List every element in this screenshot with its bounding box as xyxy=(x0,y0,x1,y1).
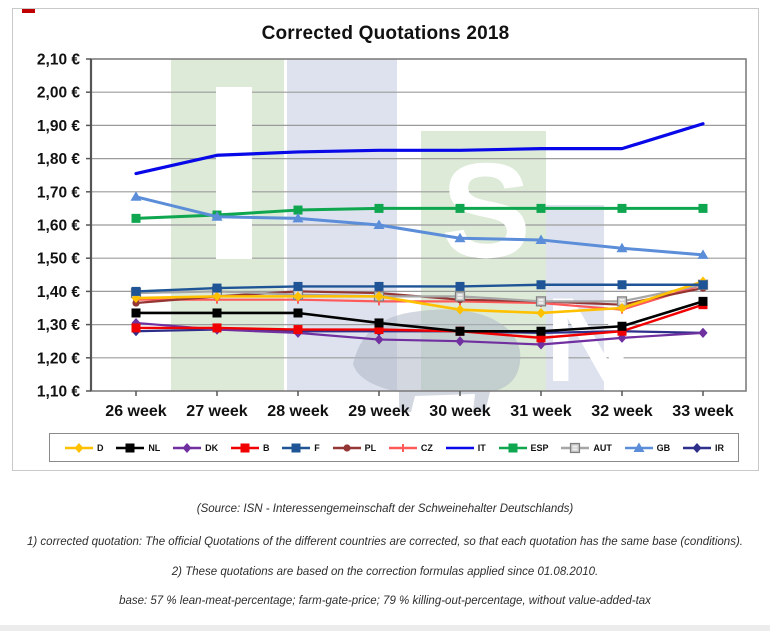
chart-panel: Corrected Quotations 2018 S N 2,10 €2,00 €… xyxy=(12,8,759,471)
legend-label-D: D xyxy=(97,442,104,453)
y-tick-label: 1,30 € xyxy=(37,317,80,334)
legend-item-IT: IT xyxy=(445,442,486,454)
source-note: (Source: ISN - Interessengemeinschaft de… xyxy=(196,503,574,515)
chart-title: Corrected Quotations 2018 xyxy=(261,23,510,44)
pig-silhouette xyxy=(353,309,521,412)
legend-label-IT: IT xyxy=(477,442,486,453)
x-tick-label: 28 week xyxy=(267,403,328,420)
legend-item-AUT: AUT xyxy=(560,442,612,454)
legend-label-AUT: AUT xyxy=(593,442,612,453)
legend-item-ESP: ESP xyxy=(498,442,549,454)
footnote-3: base: 57 % lean-meat-percentage; farm-ga… xyxy=(119,595,651,607)
legend-swatch-AUT xyxy=(561,442,590,453)
footnote-1: 1) corrected quotation: The official Quo… xyxy=(27,536,743,548)
y-tick-label: 1,80 € xyxy=(37,151,80,168)
y-tick-label: 1,40 € xyxy=(37,284,80,301)
legend-label-CZ: CZ xyxy=(420,442,433,453)
legend-swatch-CZ xyxy=(388,443,417,452)
legend-swatch-GB xyxy=(624,442,653,452)
quotations-line-chart: SN2,10 €2,00 €1,90 €1,80 €1,70 €1,60 €1,… xyxy=(37,52,747,420)
svg-text:S: S xyxy=(441,135,531,286)
legend-swatch-PL xyxy=(332,443,361,452)
x-tick-label: 29 week xyxy=(348,403,409,420)
legend-item-DK: DK xyxy=(172,442,218,454)
legend-label-B: B xyxy=(262,442,270,453)
legend-swatch-IR xyxy=(682,442,711,453)
legend-item-CZ: CZ xyxy=(388,442,433,454)
y-tick-label: 1,70 € xyxy=(37,184,80,201)
legend-label-DK: DK xyxy=(205,442,219,453)
x-tick-label: 32 week xyxy=(591,403,652,420)
legend-item-F: F xyxy=(281,442,320,454)
legend-label-IR: IR xyxy=(714,442,724,453)
x-tick-label: 31 week xyxy=(510,403,571,420)
legend-swatch-F xyxy=(282,443,311,452)
footnote-2: 2) These quotations are based on the cor… xyxy=(171,566,599,578)
y-tick-label: 1,90 € xyxy=(37,118,80,135)
legend-swatch-NL xyxy=(116,443,145,452)
legend-item-D: D xyxy=(64,442,104,454)
series-D xyxy=(131,276,708,318)
legend-item-NL: NL xyxy=(115,442,160,454)
series-lines xyxy=(130,122,709,350)
legend-item-GB: GB xyxy=(624,442,671,454)
window-bottom-edge xyxy=(0,625,770,631)
y-tick-label: 2,00 € xyxy=(37,85,80,102)
series-IT xyxy=(134,122,705,176)
x-tick-label: 26 week xyxy=(105,403,166,420)
series-GB xyxy=(130,191,709,259)
y-tick-label: 1,20 € xyxy=(37,350,80,367)
red-corner-mark xyxy=(22,9,35,13)
legend-swatch-DK xyxy=(173,442,202,453)
legend-swatch-IT xyxy=(445,446,474,449)
legend-swatch-ESP xyxy=(498,443,527,452)
x-axis: 26 week 27 week 28 week 29 week 30 week 31 we… xyxy=(105,391,734,420)
legend-label-NL: NL xyxy=(148,442,161,453)
legend-item-PL: PL xyxy=(332,442,377,454)
series-F xyxy=(131,280,708,296)
y-tick-label: 1,50 € xyxy=(37,251,80,268)
y-tick-label: 1,60 € xyxy=(37,218,80,235)
legend-swatch-D xyxy=(65,442,93,453)
chart-legend: D NL DK B F PL CZ IT ESP AUT GB IR xyxy=(49,433,739,462)
y-axis: 2,10 € 2,00 € 1,90 € 1,80 € 1,70 € 1,60 € 1,50… xyxy=(37,52,91,401)
x-tick-label: 30 week xyxy=(429,403,490,420)
legend-label-PL: PL xyxy=(364,442,377,453)
series-NL xyxy=(131,296,708,336)
x-tick-label: 27 week xyxy=(186,403,247,420)
legend-swatch-B xyxy=(230,443,259,452)
legend-label-GB: GB xyxy=(656,442,671,453)
legend-item-B: B xyxy=(230,442,270,454)
y-tick-label: 2,10 € xyxy=(37,52,80,69)
series-ESP xyxy=(131,203,708,223)
legend-label-F: F xyxy=(314,442,320,453)
legend-item-IR: IR xyxy=(682,442,724,454)
y-tick-label: 1,10 € xyxy=(37,384,80,401)
x-tick-label: 33 week xyxy=(672,403,733,420)
legend-label-ESP: ESP xyxy=(530,442,549,453)
